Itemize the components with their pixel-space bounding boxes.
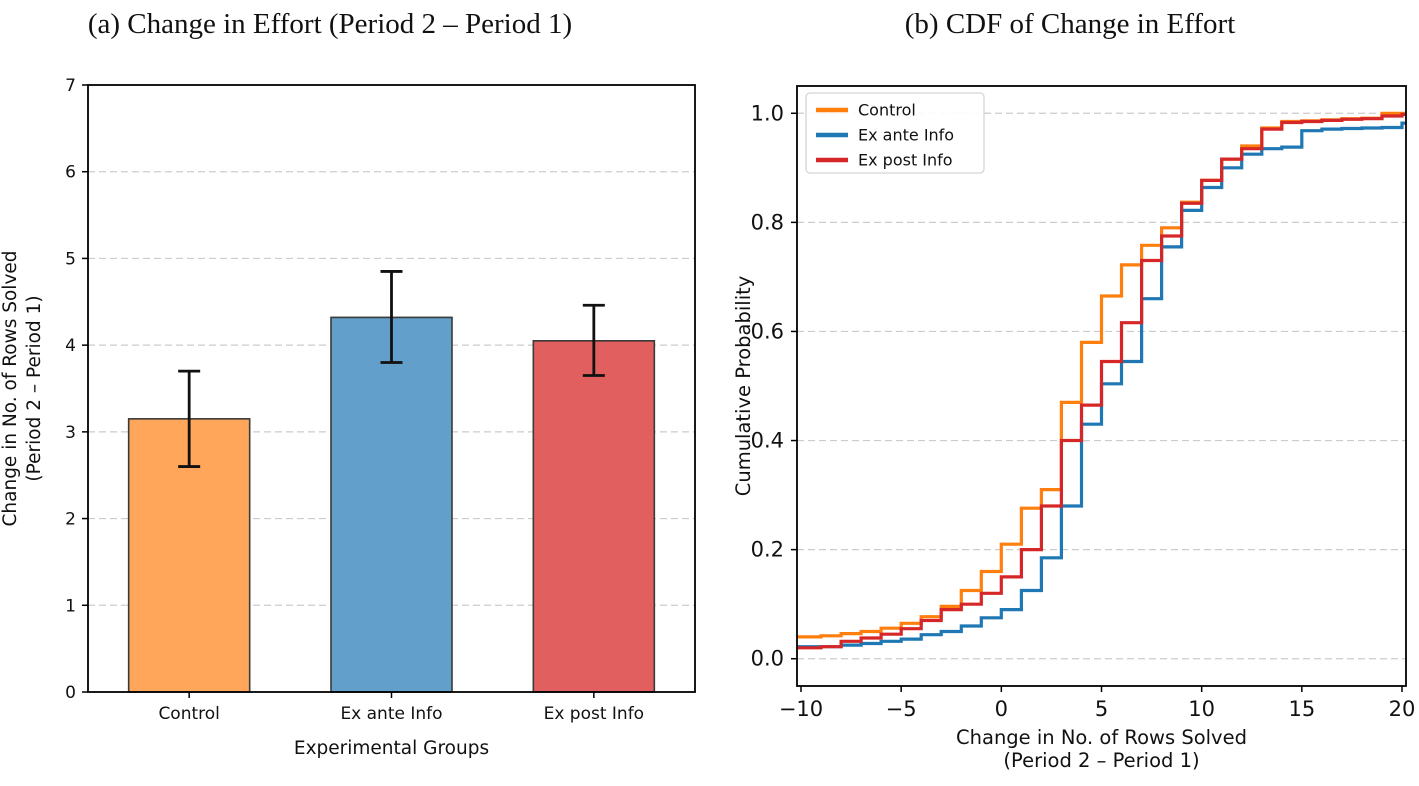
x-axis-label: Experimental Groups <box>294 738 489 759</box>
cdf-chart: −10 −5 0 5 10 15 20 0.0 0.2 0.4 0.6 0.8 1.0 Change in… <box>732 85 1416 772</box>
y-tick-label: 5 <box>65 249 76 269</box>
x-tick-label: Control <box>158 704 219 724</box>
y-tick-label: 7 <box>65 76 76 96</box>
cdf-line-ex-post-info <box>797 112 1406 650</box>
legend-label-ex-ante-info: Ex ante Info <box>858 126 954 145</box>
y-tick-label: 0.6 <box>751 319 784 343</box>
bar-ex-post-info <box>532 340 656 693</box>
y-axis-label-line1: Change in No. of Rows Solved <box>0 250 21 526</box>
y-tick-label: 0.2 <box>751 538 784 562</box>
x-tick-label: Ex post Info <box>544 704 645 724</box>
legend: Control Ex ante Info Ex post Info <box>805 92 985 174</box>
x-tick-label: −5 <box>886 697 917 721</box>
bar-ex-ante-info <box>330 316 453 693</box>
y-tick-label: 1.0 <box>751 101 784 125</box>
x-tick-label: 15 <box>1288 697 1315 721</box>
x-tick-label: Ex ante Info <box>340 704 442 724</box>
y-tick-label: 3 <box>65 423 76 443</box>
bar-chart: Control Ex ante Info Ex post Info 0 1 2 3 4 5 6 7 E… <box>0 76 696 759</box>
x-axis-label-line1: Change in No. of Rows Solved <box>956 726 1247 749</box>
y-axis-label: Cumulative Probability <box>732 276 755 497</box>
legend-label-ex-post-info: Ex post Info <box>858 151 953 170</box>
y-tick-label: 0 <box>65 683 76 703</box>
x-tick-label: 10 <box>1188 697 1215 721</box>
y-tick-label: 0.8 <box>751 210 784 234</box>
legend-label-control: Control <box>858 101 916 120</box>
y-tick-label: 6 <box>65 163 76 183</box>
y-tick-label: 2 <box>65 510 76 530</box>
y-tick-label: 0.0 <box>751 647 784 671</box>
cdf-line-ex-ante-info <box>797 121 1406 649</box>
y-axis-label-line2: (Period 2 – Period 1) <box>24 295 45 481</box>
panel-b-title: (b) CDF of Change in Effort <box>904 8 1236 40</box>
legend-box <box>805 92 985 174</box>
x-tick-label: 0 <box>995 697 1008 721</box>
x-tick-label: −10 <box>779 697 823 721</box>
y-tick-label: 1 <box>65 596 76 616</box>
x-tick-label: 5 <box>1095 697 1108 721</box>
x-axis-label-line2: (Period 2 – Period 1) <box>1003 749 1199 772</box>
axes-frame <box>87 84 696 693</box>
y-tick-label: 4 <box>65 336 76 356</box>
x-tick-label: 20 <box>1389 697 1416 721</box>
y-tick-label: 0.4 <box>751 429 784 453</box>
panel-a-title: (a) Change in Effort (Period 2 – Period … <box>87 8 573 40</box>
